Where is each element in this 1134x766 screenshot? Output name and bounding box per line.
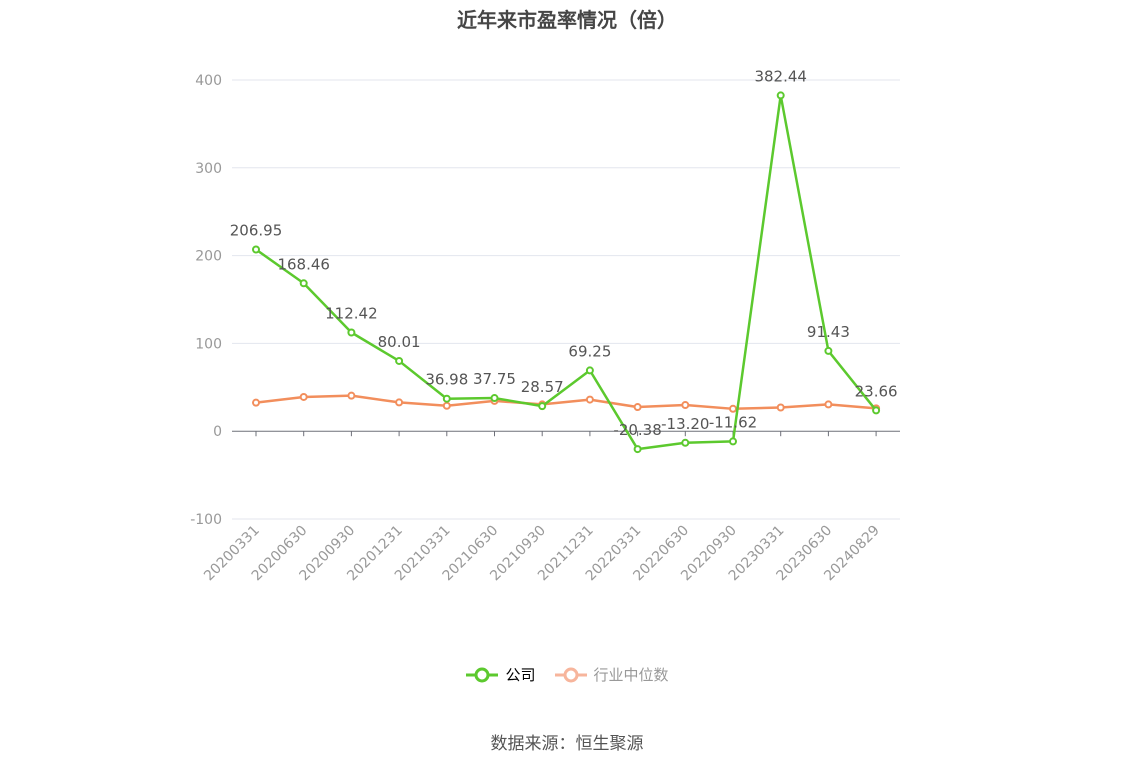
data-point-company[interactable] [347,328,356,337]
legend-industry-label: 行业中位数 [593,666,669,684]
series-line-company [255,94,878,451]
legend: 公司 行业中位数 [0,664,1134,685]
y-tick-label: 200 [195,249,222,265]
data-source: 数据来源：恒生聚源 [490,734,644,754]
data-point-industry-median[interactable] [442,401,451,410]
legend-industry-marker-icon [554,667,587,682]
legend-company-label: 公司 [505,666,536,684]
data-label: 382.44 [754,67,807,85]
data-label: 37.75 [473,370,516,388]
data-point-industry-median[interactable] [252,398,260,407]
data-point-industry-median[interactable] [681,401,690,410]
data-point-company[interactable] [442,394,451,403]
data-label: -11.62 [709,413,757,431]
data-label: 36.98 [425,371,468,389]
data-label: 23.66 [855,382,898,400]
data-label: 28.57 [521,378,564,396]
data-point-company[interactable] [633,445,642,454]
data-point-company[interactable] [299,279,308,288]
data-label: 69.25 [568,342,611,360]
data-point-company[interactable] [776,91,785,100]
axis-layer: 4003002001000-10020200331202006302020093… [190,73,900,584]
legend-item-industry-median[interactable]: 行业中位数 [554,664,669,685]
data-point-company[interactable] [729,437,737,446]
data-label: 112.42 [325,304,378,322]
data-label: 91.43 [807,323,850,341]
y-tick-label: -100 [190,512,222,528]
data-point-company[interactable] [585,366,594,375]
data-label: -13.20 [661,415,709,433]
line-chart: 4003002001000-10020200331202006302020093… [190,67,900,584]
legend-item-company[interactable]: 公司 [465,664,536,685]
data-label: 168.46 [277,255,330,273]
data-point-company[interactable] [490,394,499,403]
data-point-company[interactable] [872,406,881,415]
data-label: 206.95 [230,221,283,239]
data-point-company[interactable] [538,402,547,411]
data-point-industry-median[interactable] [776,403,785,412]
data-point-company[interactable] [252,245,260,254]
y-tick-label: 0 [213,424,222,440]
data-point-industry-median[interactable] [585,395,594,404]
series-layer [252,91,881,454]
data-point-industry-median[interactable] [729,404,737,413]
data-label: 80.01 [378,333,421,351]
data-point-company[interactable] [824,346,833,355]
series-line-industry-median [255,394,877,411]
data-point-company[interactable] [681,438,690,447]
grid-layer [232,79,900,520]
y-tick-label: 300 [195,161,222,177]
data-point-industry-median[interactable] [299,392,308,401]
y-tick-label: 100 [195,336,222,352]
data-point-industry-median[interactable] [824,400,833,409]
y-tick-label: 400 [195,73,222,89]
data-label: -20.38 [613,421,661,439]
data-point-industry-median[interactable] [633,403,642,412]
data-point-company[interactable] [395,356,404,365]
legend-company-marker-icon [466,667,499,682]
data-point-industry-median[interactable] [395,398,404,407]
chart-title: 近年来市盈率情况（倍） [457,8,677,32]
data-point-industry-median[interactable] [347,391,356,400]
